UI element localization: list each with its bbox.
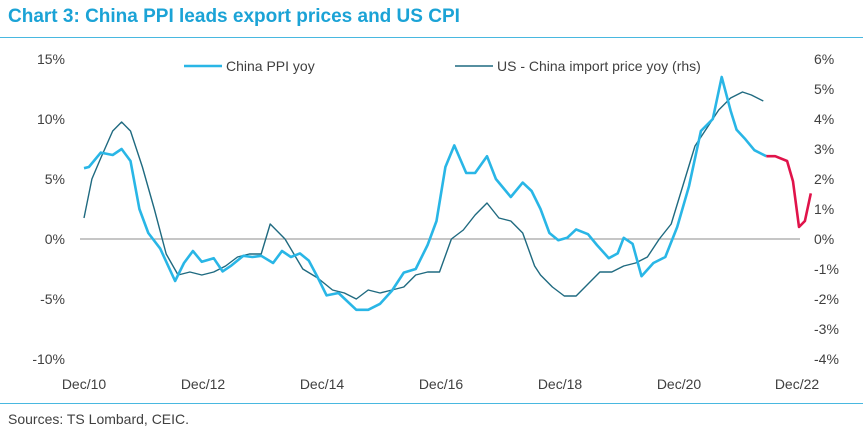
y-right-tick-label: 1% xyxy=(814,201,834,217)
y-right-tick-label: 2% xyxy=(814,171,834,187)
y-left-tick-label: 15% xyxy=(37,51,65,67)
y-right-tick-label: -3% xyxy=(814,321,839,337)
right-axis-labels: 6% 5% 4% 3% 2% 1% 0% -1% -2% -3% -4% xyxy=(814,51,839,367)
y-left-tick-label: 5% xyxy=(45,171,65,187)
x-tick-label: Dec/18 xyxy=(538,376,583,392)
footer-divider xyxy=(0,403,863,404)
y-right-tick-label: 0% xyxy=(814,231,834,247)
y-left-tick-label: -5% xyxy=(40,291,65,307)
y-right-tick-label: -2% xyxy=(814,291,839,307)
x-tick-label: Dec/12 xyxy=(181,376,226,392)
x-tick-label: Dec/16 xyxy=(419,376,464,392)
y-right-tick-label: 6% xyxy=(814,51,834,67)
chart-title: Chart 3: China PPI leads export prices a… xyxy=(8,6,460,27)
source-note: Sources: TS Lombard, CEIC. xyxy=(8,411,190,427)
y-right-tick-label: 5% xyxy=(814,81,834,97)
legend-label-ppi: China PPI yoy xyxy=(226,58,315,74)
x-tick-label: Dec/10 xyxy=(62,376,107,392)
y-right-tick-label: -4% xyxy=(814,351,839,367)
y-left-tick-label: 10% xyxy=(37,111,65,127)
legend-label-import: US - China import price yoy (rhs) xyxy=(497,58,701,74)
y-right-tick-label: 4% xyxy=(814,111,834,127)
legend: China PPI yoy US - China import price yo… xyxy=(184,58,701,74)
x-tick-label: Dec/20 xyxy=(657,376,702,392)
x-tick-label: Dec/14 xyxy=(300,376,345,392)
us-china-import-price-line xyxy=(83,91,764,300)
left-axis-labels: 15% 10% 5% 0% -5% -10% xyxy=(32,51,65,367)
y-right-tick-label: -1% xyxy=(814,261,839,277)
x-tick-label: Dec/22 xyxy=(775,376,820,392)
china-ppi-line xyxy=(83,75,767,312)
y-right-tick-label: 3% xyxy=(814,141,834,157)
y-left-tick-label: -10% xyxy=(32,351,65,367)
china-ppi-latest-line xyxy=(766,154,813,229)
x-axis-labels: Dec/10 Dec/12 Dec/14 Dec/16 Dec/18 Dec/2… xyxy=(62,376,820,392)
y-left-tick-label: 0% xyxy=(45,231,65,247)
title-divider xyxy=(0,37,863,38)
